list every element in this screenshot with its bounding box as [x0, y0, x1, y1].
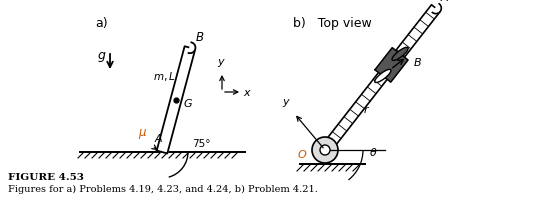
- Text: 75°: 75°: [192, 139, 211, 149]
- Text: FIGURE 4.53: FIGURE 4.53: [8, 173, 84, 182]
- Circle shape: [320, 145, 330, 155]
- Text: $y$: $y$: [282, 97, 291, 109]
- Text: b)   Top view: b) Top view: [293, 17, 372, 30]
- Text: $A$: $A$: [154, 132, 164, 144]
- Ellipse shape: [375, 69, 391, 83]
- Text: $g$: $g$: [97, 50, 107, 64]
- Text: Figures for a) Problems 4.19, 4.23, and 4.24, b) Problem 4.21.: Figures for a) Problems 4.19, 4.23, and …: [8, 185, 318, 194]
- Text: $\mu$: $\mu$: [138, 127, 147, 141]
- Text: $B$: $B$: [413, 56, 422, 68]
- Polygon shape: [321, 5, 440, 153]
- Text: $G$: $G$: [183, 97, 193, 109]
- Polygon shape: [157, 46, 195, 154]
- Circle shape: [312, 137, 338, 163]
- Text: $x$: $x$: [243, 88, 252, 98]
- Text: $O$: $O$: [296, 148, 307, 160]
- Text: $m, L$: $m, L$: [153, 70, 176, 83]
- Text: $B$: $B$: [195, 31, 204, 44]
- Text: a): a): [95, 17, 107, 30]
- Polygon shape: [433, 4, 441, 14]
- Text: $A$: $A$: [440, 0, 449, 3]
- Polygon shape: [188, 42, 195, 53]
- Text: $r$: $r$: [363, 104, 370, 115]
- Text: $y$: $y$: [217, 57, 226, 69]
- Polygon shape: [375, 48, 408, 82]
- Text: $\theta$: $\theta$: [369, 146, 377, 158]
- Ellipse shape: [392, 47, 408, 60]
